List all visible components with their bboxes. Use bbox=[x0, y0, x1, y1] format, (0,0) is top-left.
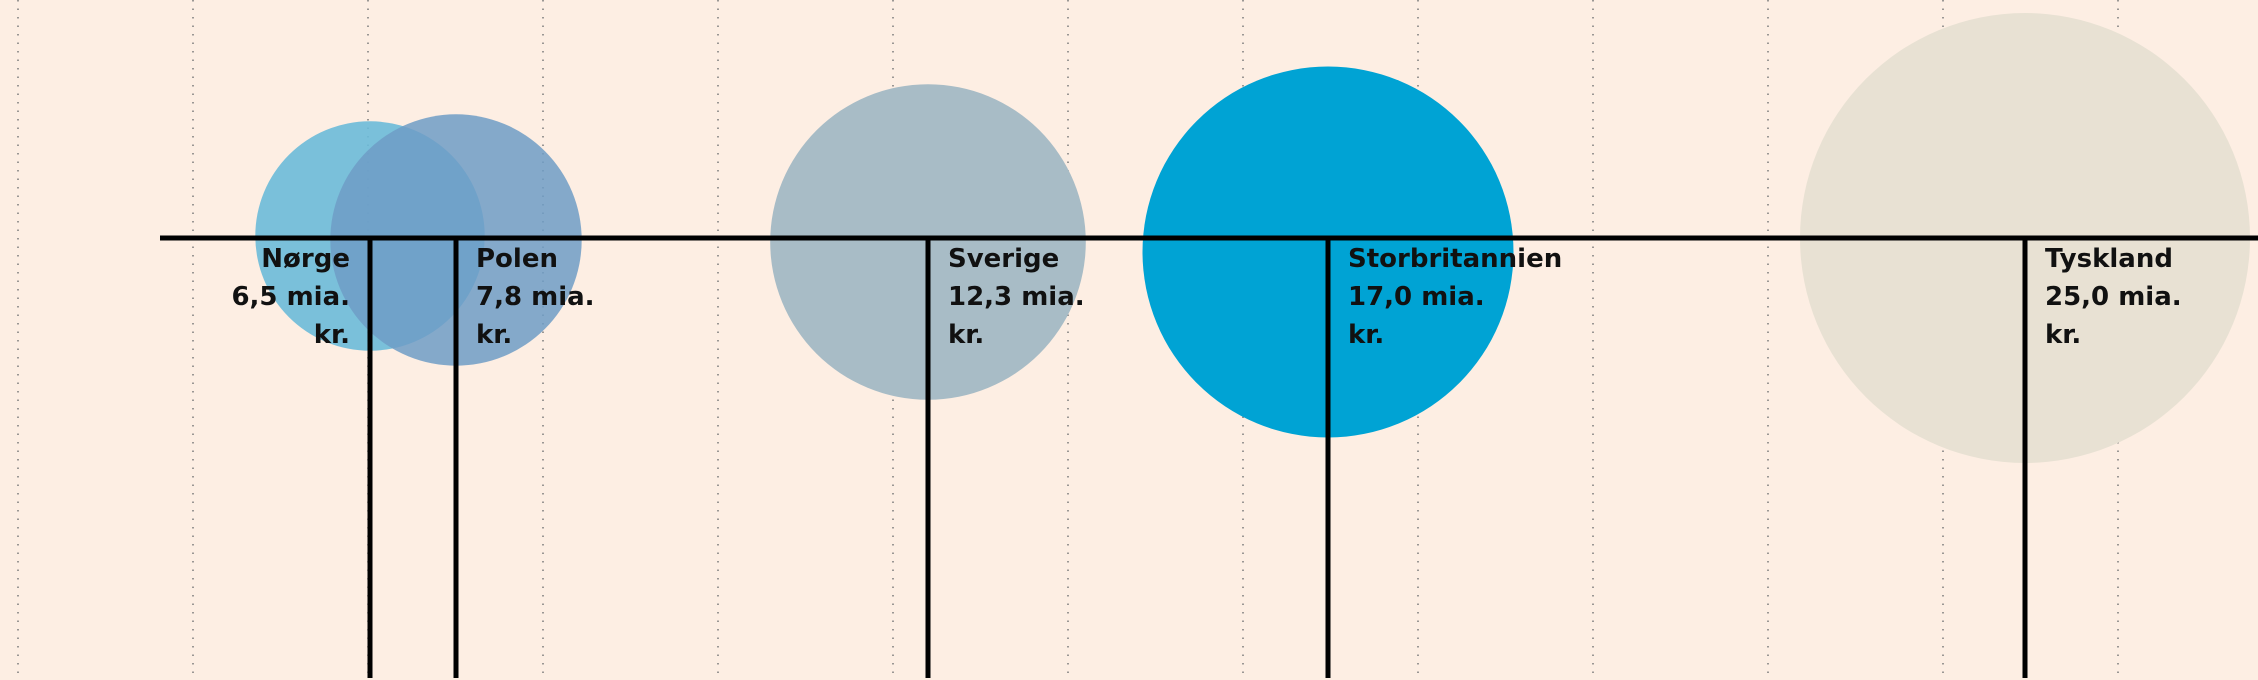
label-country-tyskland: Tyskland bbox=[2045, 244, 2173, 274]
label-unit-tyskland: kr. bbox=[2045, 320, 2081, 350]
label-unit-sverige: kr. bbox=[948, 320, 984, 350]
label-unit-polen: kr. bbox=[476, 320, 512, 350]
labels: Nørge 6,5 mia. kr. Polen 7,8 mia. kr. Sverige 1… bbox=[231, 244, 2181, 350]
label-unit-storbritannien: kr. bbox=[1348, 320, 1384, 350]
label-value-storbritannien: 17,0 mia. bbox=[1348, 282, 1485, 312]
label-unit-norge: kr. bbox=[314, 320, 350, 350]
label-country-sverige: Sverige bbox=[948, 244, 1059, 274]
label-country-norge: Nørge bbox=[261, 244, 350, 274]
label-value-tyskland: 25,0 mia. bbox=[2045, 282, 2182, 312]
label-country-polen: Polen bbox=[476, 244, 558, 274]
label-value-norge: 6,5 mia. bbox=[231, 282, 350, 312]
label-value-sverige: 12,3 mia. bbox=[948, 282, 1085, 312]
stems bbox=[367, 238, 2028, 678]
label-country-storbritannien: Storbritannien bbox=[1348, 244, 1562, 274]
label-value-polen: 7,8 mia. bbox=[476, 282, 595, 312]
